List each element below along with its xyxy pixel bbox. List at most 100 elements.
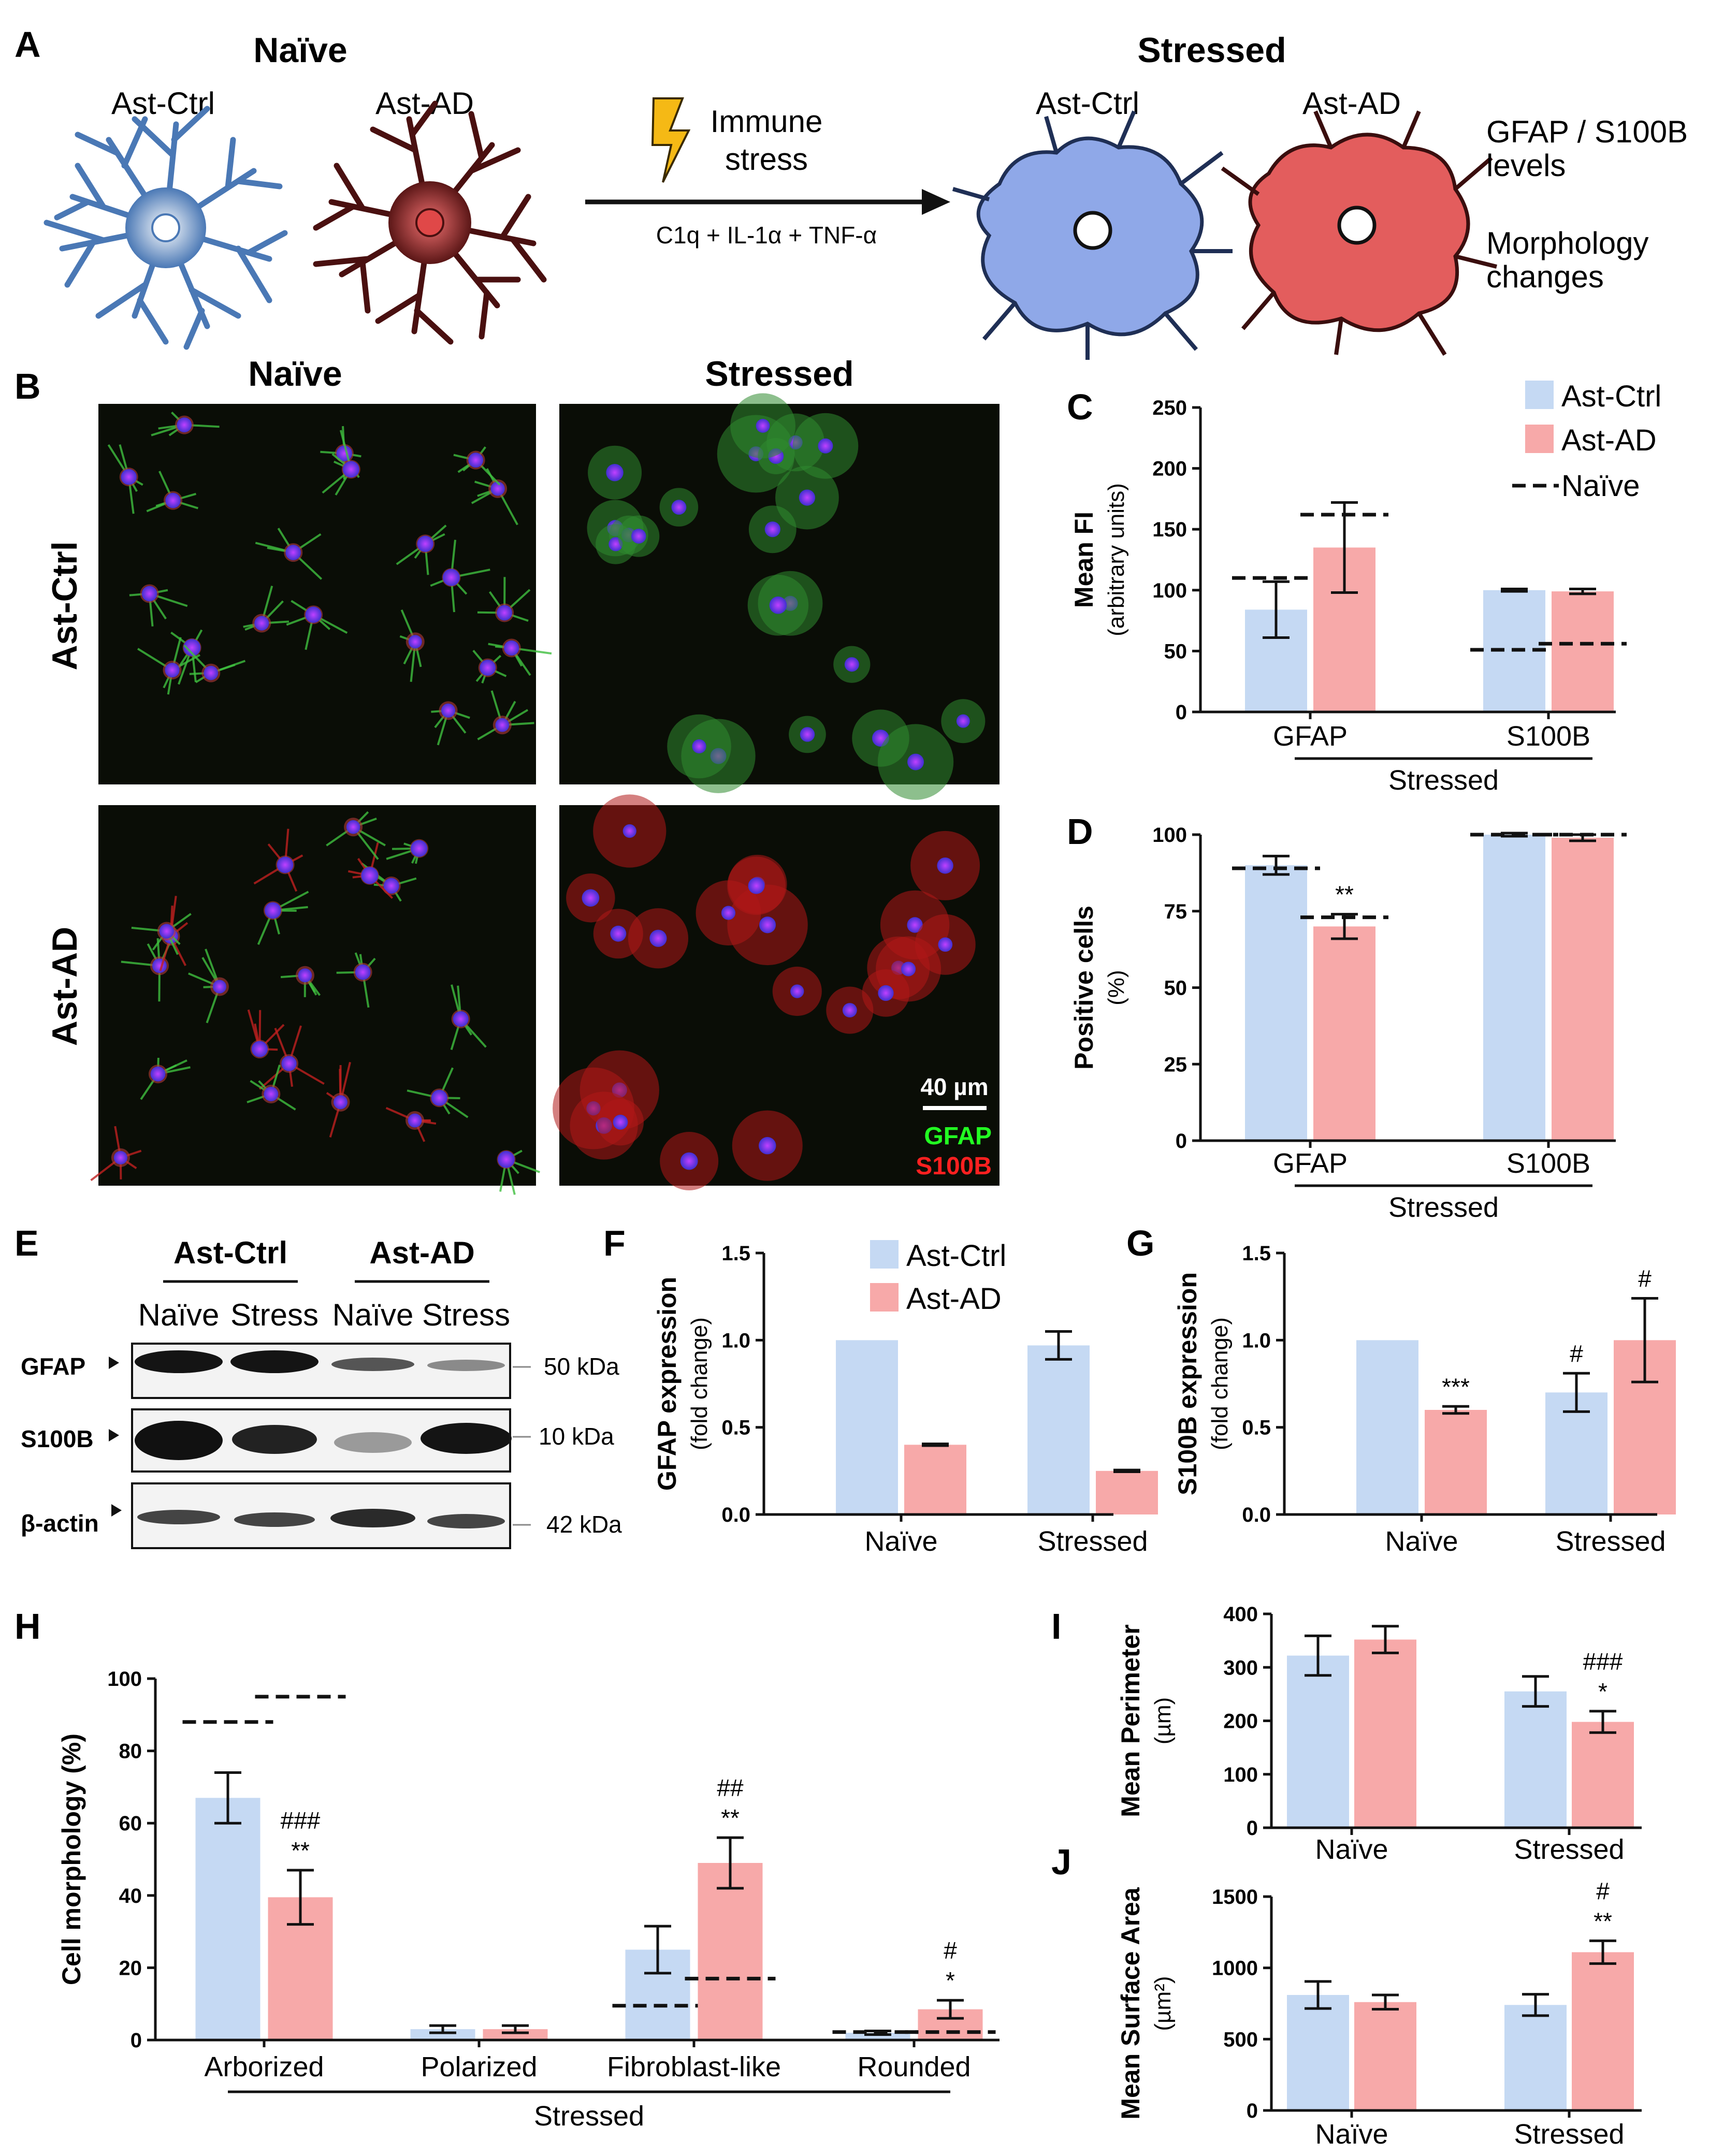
significance-marker: ### [1583, 1648, 1623, 1675]
micrograph-cell [399, 609, 425, 682]
micrograph-cell [347, 842, 394, 899]
cell-nucleus [842, 1003, 857, 1018]
significance-marker: ## [717, 1774, 744, 1801]
y-axis-label: Mean Perimeter [1116, 1624, 1145, 1817]
micrograph-cell [247, 1065, 296, 1111]
y-tick-label: 0.5 [721, 1417, 750, 1439]
micrograph-cell [775, 465, 839, 530]
readout-morphology: Morphology [1486, 226, 1649, 260]
micrograph-cell [453, 446, 501, 486]
category-label: S100B [1507, 1148, 1590, 1179]
bar-h-1-1 [483, 2029, 548, 2040]
y-axis-sublabel: (fold change) [687, 1317, 712, 1450]
y-tick-label: 20 [119, 1957, 142, 1979]
y-tick-label: 100 [1152, 579, 1187, 602]
y-tick-label: 50 [1164, 977, 1187, 1000]
cell-nucleus [431, 1089, 447, 1106]
bar-d-0-1 [1313, 926, 1375, 1141]
y-tick-label: 0 [1176, 1130, 1187, 1153]
cell-nucleus [468, 453, 484, 468]
band [331, 1358, 414, 1371]
micrograph-cell [789, 716, 826, 753]
group-label: Stressed [534, 2101, 644, 2132]
cell-nucleus [759, 1137, 776, 1155]
category-label: GFAP [1273, 1148, 1348, 1179]
band [135, 1350, 223, 1373]
micrograph-cell [407, 1067, 469, 1118]
legend-swatch-ad [870, 1283, 899, 1312]
micrograph-cell [257, 891, 309, 945]
micrograph-cell [597, 1099, 644, 1146]
micrograph-cell [877, 724, 954, 800]
cell-nucleus [901, 962, 916, 977]
y-tick-label: 60 [119, 1812, 142, 1835]
scale-bar-label: 40 µm [920, 1073, 988, 1100]
cell-nucleus [680, 1152, 698, 1170]
cell-nucleus [298, 968, 312, 983]
significance-marker: # [1596, 1877, 1610, 1904]
cell-nucleus [582, 889, 600, 907]
y-axis-sublabel: (µm) [1150, 1697, 1176, 1744]
blot-size-actin: 42 kDa [546, 1511, 622, 1538]
chart-c: GFAP S100B 0 50 100 150 200 250 Mean FI (arbitrar… [1069, 397, 1627, 796]
panel-letter-c: C [1067, 387, 1093, 427]
y-tick-label: 100 [107, 1668, 142, 1691]
stressed-ctrl-astrocyte-icon [952, 110, 1233, 360]
cell-nucleus [265, 902, 281, 919]
bar-h-0-0 [195, 1798, 260, 2040]
band [234, 1512, 315, 1527]
category-label: Naïve [1385, 1526, 1458, 1557]
group-label: Stressed [1388, 1192, 1499, 1223]
treatment-arrow-head-icon [922, 189, 950, 215]
legend-swatch-ctrl [870, 1240, 899, 1269]
cell-nucleus [956, 714, 970, 728]
category-label: Stressed [1514, 1834, 1624, 1865]
micrograph-cell [477, 577, 531, 622]
cell-nucleus [610, 925, 627, 942]
chart-i: Naïve * ### Stressed 0 100 200 300 400 Mean Perim… [1116, 1603, 1642, 1865]
micrograph-cell [826, 986, 874, 1034]
cell-nucleus [408, 1113, 422, 1128]
blot-arrow-icon [109, 1429, 119, 1441]
blot-group-ctrl: Ast-Ctrl [173, 1235, 287, 1270]
panel-letter-e: E [15, 1223, 39, 1263]
cell-nucleus [254, 616, 269, 631]
panel-b-naive-header: Naïve [248, 354, 342, 394]
readout-gfap-s100b: GFAP / S100B [1486, 114, 1688, 149]
micrograph-cell [131, 913, 192, 955]
cell-nucleus [800, 727, 815, 742]
micrograph-cell [477, 690, 534, 740]
immune-stress-label: Immune [711, 104, 823, 139]
cell-nucleus [264, 1087, 279, 1101]
micrograph-cell [450, 984, 487, 1051]
micrograph-cell [667, 714, 731, 779]
category-label: GFAP [1273, 721, 1348, 752]
band [427, 1360, 505, 1371]
legend-label-ad: Ast-AD [906, 1282, 1002, 1316]
micrograph-cell [286, 600, 348, 650]
cell-nucleus [498, 1150, 515, 1168]
y-axis-sublabel: (%) [1104, 970, 1129, 1005]
band [232, 1425, 317, 1454]
cell-nucleus [606, 463, 624, 482]
category-label: Rounded [857, 2051, 971, 2082]
micrograph-cell [660, 1131, 719, 1190]
bar-i-0-0 [1287, 1655, 1349, 1828]
y-tick-label: 200 [1152, 458, 1187, 480]
micrograph-cell [326, 811, 386, 860]
bar-j-0-0 [1287, 1994, 1349, 2110]
cell-nucleus [756, 419, 770, 433]
bar-f-1-1 [1096, 1470, 1158, 1514]
panel-letter-h: H [15, 1606, 41, 1647]
micrograph-cell [792, 413, 859, 479]
micrograph-cell [472, 650, 507, 683]
bar-f-1-0 [1027, 1345, 1090, 1514]
y-axis-label: S100B expression [1173, 1272, 1202, 1495]
bar-d-1-1 [1552, 837, 1614, 1141]
micrograph-cell [243, 586, 289, 633]
significance-marker: # [1570, 1340, 1583, 1367]
band [421, 1423, 512, 1454]
category-label: Naïve [1315, 2119, 1388, 2150]
cell-nucleus [442, 569, 460, 586]
